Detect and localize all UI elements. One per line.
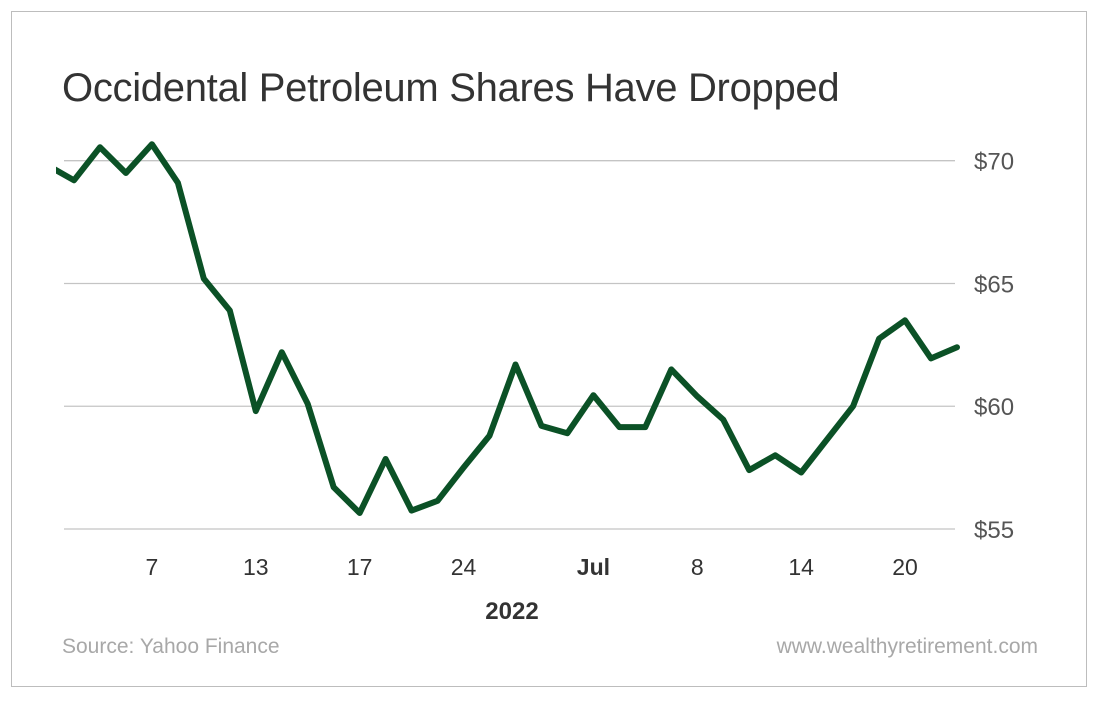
- website-text: www.wealthyretirement.com: [776, 635, 1038, 658]
- x-tick-label: 20: [892, 554, 918, 580]
- source-text: Source: Yahoo Finance: [62, 635, 280, 658]
- x-tick-label: 13: [243, 554, 269, 580]
- price-line: [56, 141, 960, 516]
- x-tick-label: 14: [788, 554, 814, 580]
- x-axis-label: 2022: [485, 598, 538, 625]
- y-tick-label: $55: [974, 517, 1014, 544]
- x-tick-label: 8: [691, 554, 704, 580]
- x-tick-label: 17: [347, 554, 373, 580]
- chart-title: Occidental Petroleum Shares Have Dropped: [62, 66, 840, 110]
- x-tick-label: Jul: [577, 554, 610, 580]
- y-tick-label: $60: [974, 394, 1014, 421]
- x-tick-label: 7: [146, 554, 159, 580]
- x-tick-label: 24: [451, 554, 477, 580]
- y-tick-label: $65: [974, 271, 1014, 298]
- y-tick-label: $70: [974, 149, 1014, 176]
- chart-frame: [11, 11, 1087, 687]
